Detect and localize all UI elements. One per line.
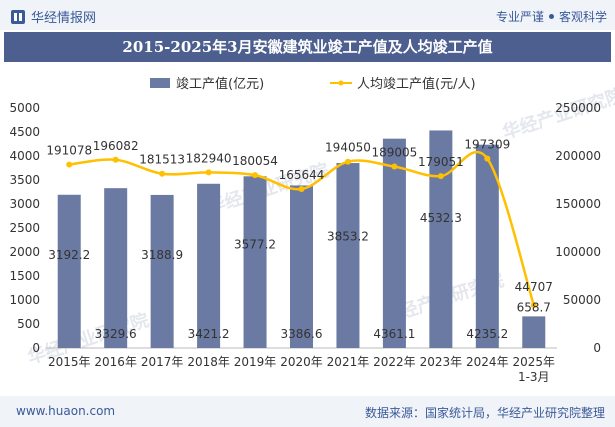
y-left-tick-label: 4500 xyxy=(9,125,40,139)
chart-title: 2015-2025年3月安徽建筑业竣工产值及人均竣工产值 xyxy=(4,32,611,62)
legend-label-bar: 竣工产值(亿元) xyxy=(176,76,264,92)
line-data-label: 180054 xyxy=(232,154,278,168)
line-point xyxy=(159,170,166,177)
bar xyxy=(150,194,174,348)
x-tick-label: 2019年 xyxy=(234,355,277,369)
bar xyxy=(336,163,360,348)
line-point xyxy=(298,185,305,192)
brand-logo-icon xyxy=(11,9,25,24)
footer: www.huaon.com 数据来源：国家统计局，华经产业研究院整理 xyxy=(0,396,615,427)
top-banner: 华经情报网 专业严谨 客观科学 xyxy=(0,0,615,30)
x-tick-label: 2022年 xyxy=(373,355,416,369)
y-left-tick-label: 1000 xyxy=(9,293,40,307)
bar-data-label: 4361.1 xyxy=(373,327,415,341)
line-point xyxy=(530,302,537,309)
bar-data-label: 3421.2 xyxy=(188,327,230,341)
bar-data-label: 3188.9 xyxy=(141,248,183,262)
bar-data-label: 4532.3 xyxy=(420,211,462,225)
bar xyxy=(57,194,81,348)
bar xyxy=(243,176,267,348)
y-left-tick-label: 5000 xyxy=(9,101,40,115)
footer-source: 数据来源：国家统计局，华经产业研究院整理 xyxy=(364,406,605,420)
bar-data-label: 3853.2 xyxy=(327,230,369,244)
x-tick-label: 2017年 xyxy=(141,355,184,369)
x-tick-label: 2025年 1-3月 xyxy=(512,355,555,384)
line-point xyxy=(66,161,73,168)
brand[interactable]: 华经情报网 xyxy=(10,7,96,26)
legend-label-line: 人均竣工产值(元/人) xyxy=(357,76,476,92)
line-data-label: 189005 xyxy=(372,146,418,160)
x-tick-label: 2024年 xyxy=(466,355,509,369)
slogan: 专业严谨 客观科学 xyxy=(496,8,607,25)
bar xyxy=(104,188,128,348)
y-right-tick-label: 100000 xyxy=(555,245,601,259)
line-point xyxy=(205,169,212,176)
line-data-label: 194050 xyxy=(325,141,371,155)
combo-chart: 华经产业研究院华经产业研究院华经产业研究院华经产业研究院竣工产值(亿元)人均竣工… xyxy=(9,76,615,384)
bar-data-label: 3192.2 xyxy=(48,248,90,262)
y-right-tick-label: 150000 xyxy=(555,197,601,211)
bar-data-label: 4235.2 xyxy=(466,327,508,341)
line-data-label: 165644 xyxy=(279,168,325,182)
y-right-tick-label: 50000 xyxy=(563,293,601,307)
line-point xyxy=(484,155,491,162)
bar-data-label: 3386.6 xyxy=(281,327,323,341)
bar-data-label: 658.7 xyxy=(517,300,551,314)
y-right-tick-label: 0 xyxy=(593,341,601,355)
y-left-tick-label: 2500 xyxy=(9,221,40,235)
line-point xyxy=(391,163,398,170)
bar-data-label: 3577.2 xyxy=(234,237,276,251)
y-left-tick-label: 500 xyxy=(17,317,40,331)
x-tick-label: 2021年 xyxy=(327,355,370,369)
slogan-tag-1: 专业严谨 xyxy=(495,10,544,24)
line-data-label: 179051 xyxy=(418,155,464,169)
bar xyxy=(522,316,546,348)
y-left-tick-label: 3500 xyxy=(9,173,40,187)
y-left-tick-label: 3000 xyxy=(9,197,40,211)
y-left-tick-label: 1500 xyxy=(9,269,40,283)
x-tick-label: 2018年 xyxy=(187,355,230,369)
y-left-tick-label: 2000 xyxy=(9,245,40,259)
y-left-tick-label: 0 xyxy=(32,341,40,355)
bar xyxy=(475,144,499,348)
separator-dot-icon xyxy=(548,14,554,19)
slogan-tag-2: 客观科学 xyxy=(558,10,607,24)
x-tick-label: 2015年 xyxy=(48,355,91,369)
y-left-tick-label: 4000 xyxy=(9,149,40,163)
line-data-label: 182940 xyxy=(186,151,232,165)
line-data-label: 197309 xyxy=(464,138,510,152)
brand-name: 华经情报网 xyxy=(31,11,97,26)
legend-swatch-bar xyxy=(150,78,170,88)
x-tick-label: 2016年 xyxy=(94,355,137,369)
line-point xyxy=(252,172,259,179)
bar xyxy=(429,130,453,348)
x-tick-label: 2020年 xyxy=(280,355,323,369)
line-data-label: 181513 xyxy=(139,153,185,167)
line-point xyxy=(112,156,119,163)
line-data-label: 44707 xyxy=(515,280,553,294)
y-right-tick-label: 200000 xyxy=(555,149,601,163)
y-right-tick-label: 250000 xyxy=(555,101,601,115)
series-line xyxy=(69,150,535,306)
bar xyxy=(197,183,221,348)
line-point xyxy=(344,158,351,165)
bar xyxy=(290,185,313,348)
bar xyxy=(382,138,406,348)
line-data-label: 191078 xyxy=(46,144,92,158)
line-point xyxy=(437,173,444,180)
legend-marker-line xyxy=(338,80,344,86)
footer-website-link[interactable]: www.huaon.com xyxy=(16,404,116,418)
x-tick-label: 2023年 xyxy=(420,355,463,369)
bar-data-label: 3329.6 xyxy=(95,327,137,341)
line-data-label: 196082 xyxy=(93,139,139,153)
